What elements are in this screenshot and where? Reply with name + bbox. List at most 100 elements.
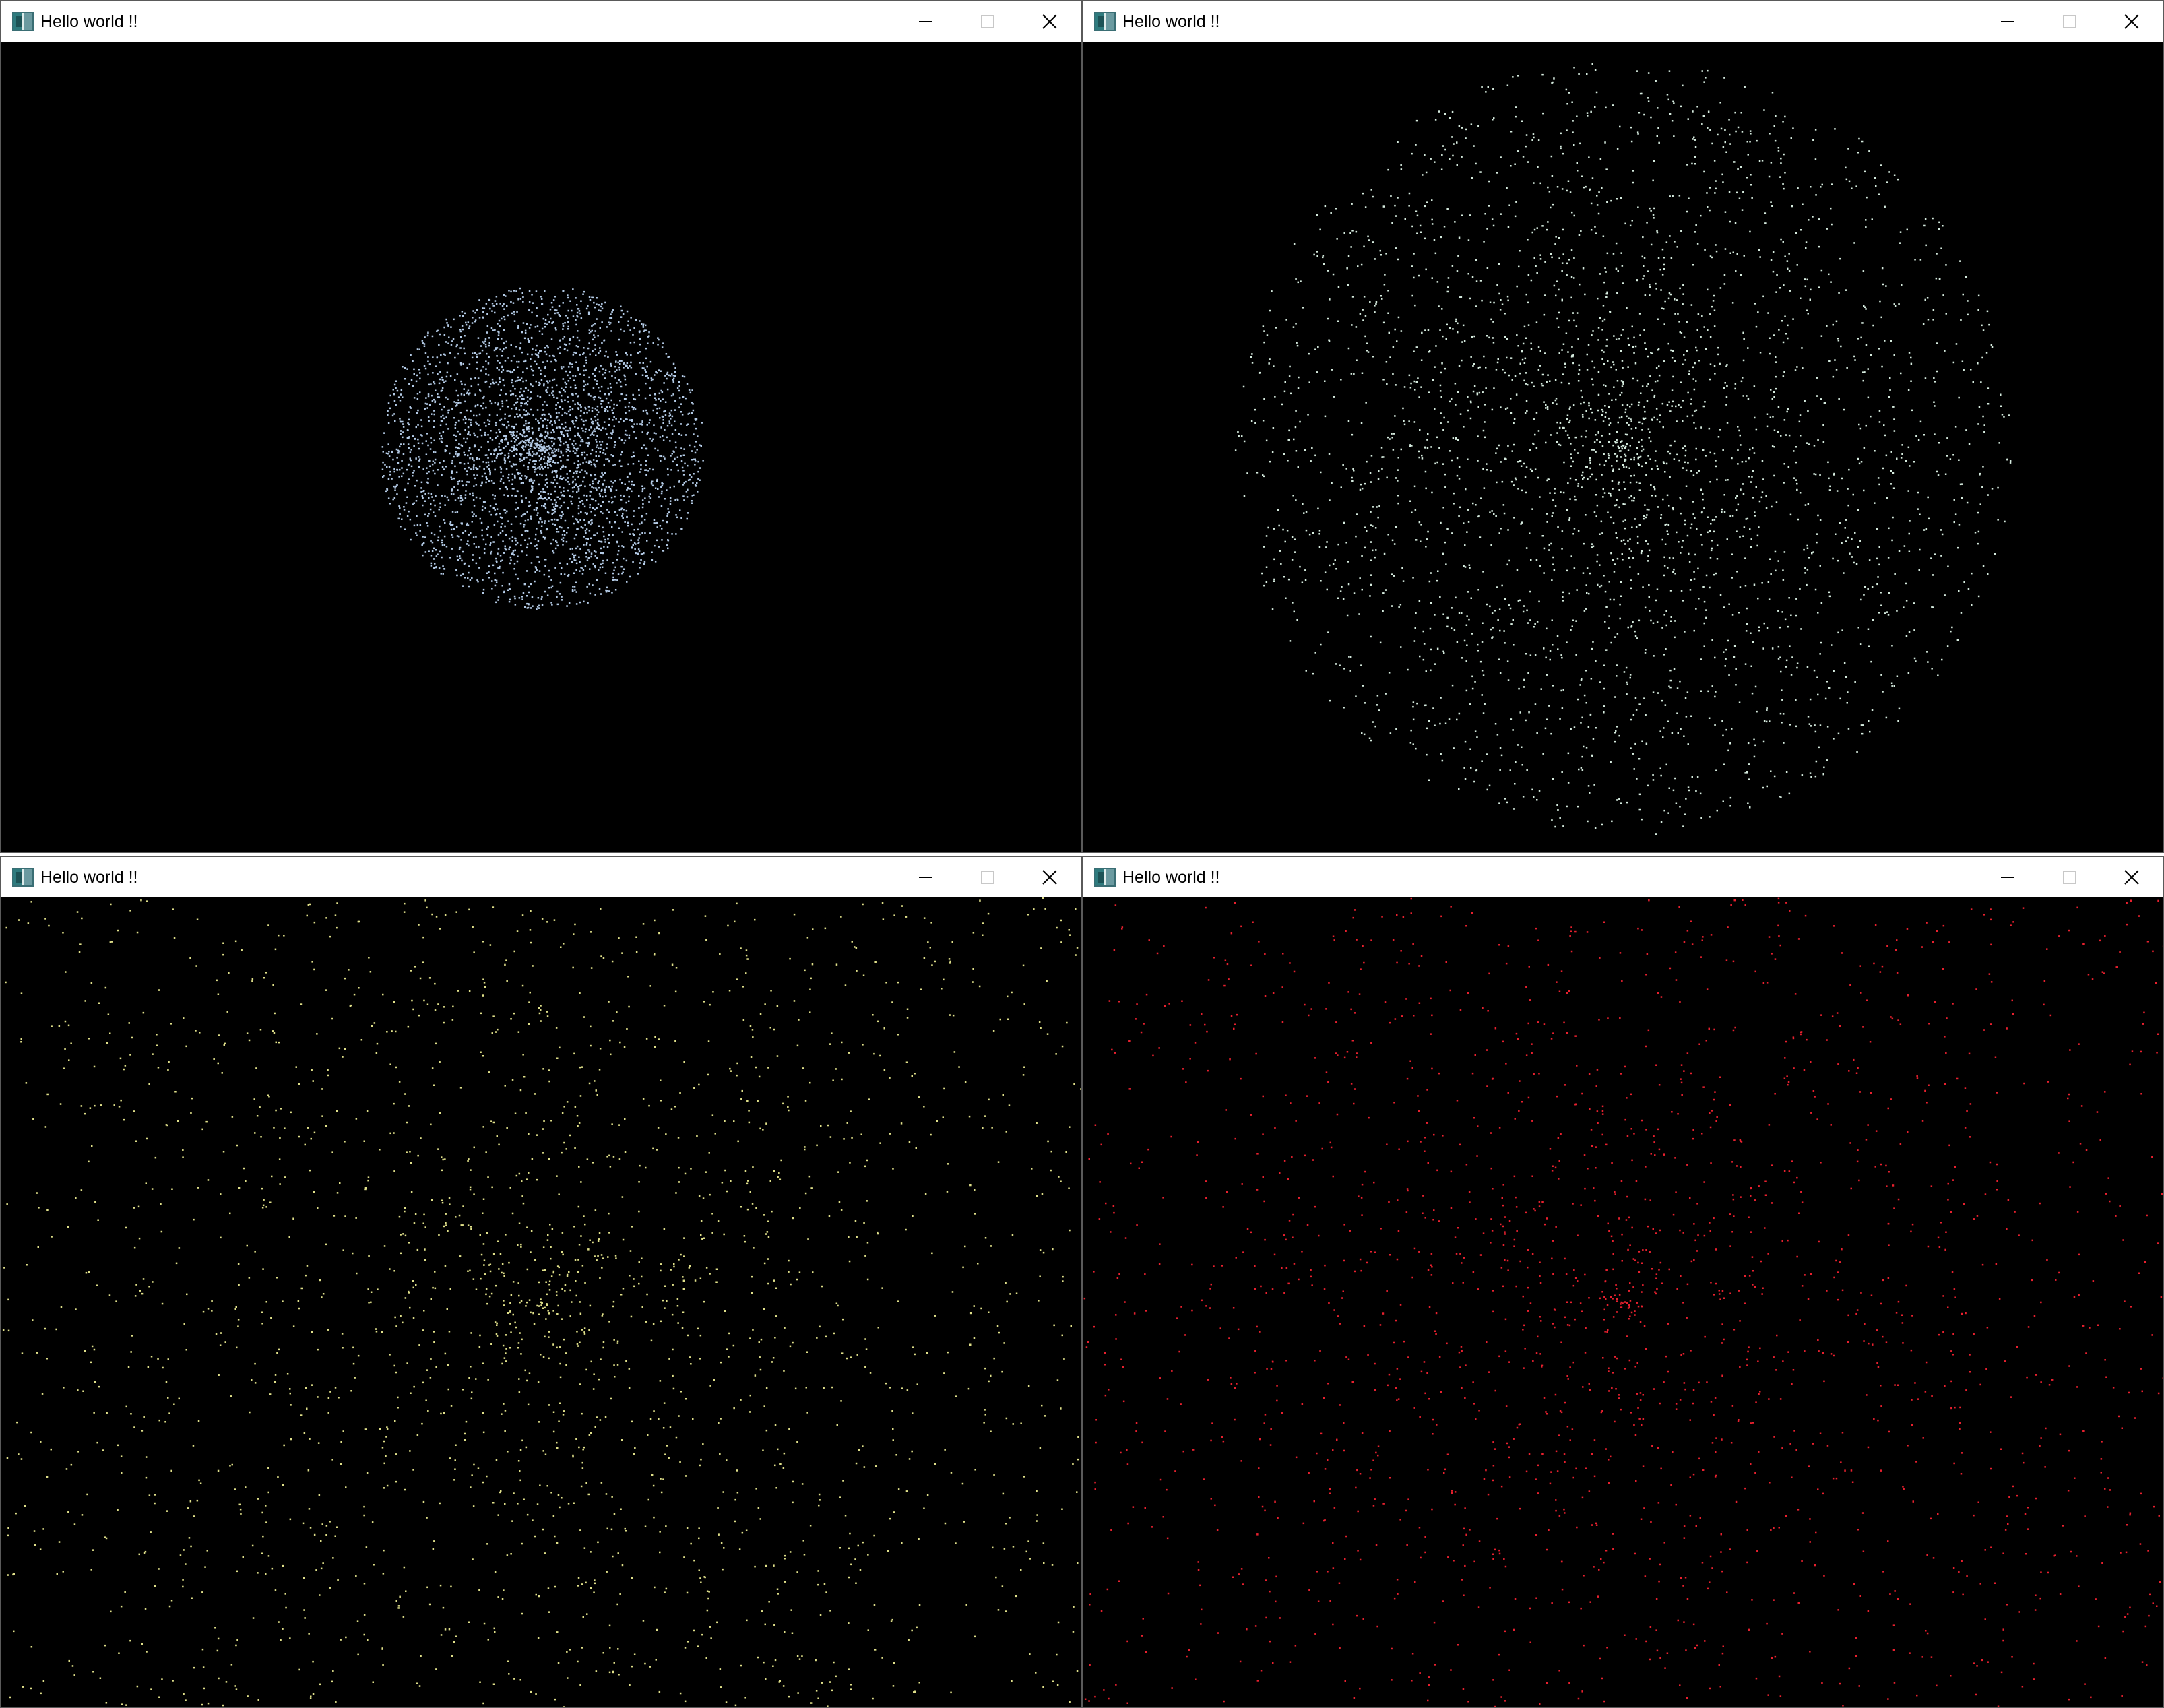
particle (587, 549, 590, 551)
window-1-titlebar[interactable]: Hello world !! (1, 1, 1081, 42)
particle (604, 301, 606, 304)
particle (666, 544, 668, 546)
particle (542, 498, 544, 500)
particle (630, 539, 632, 542)
particle (603, 464, 605, 466)
particle (1498, 532, 1500, 534)
particle (556, 519, 559, 521)
particle (627, 487, 629, 490)
window-2[interactable]: Hello world !! (1082, 0, 2164, 853)
particle (1638, 456, 1641, 458)
particle (623, 367, 625, 369)
particle (496, 561, 498, 563)
particle (421, 543, 424, 545)
particle (576, 455, 579, 457)
particle (512, 552, 514, 555)
particle (596, 303, 598, 305)
particle (618, 437, 621, 439)
particle (1795, 232, 1797, 234)
particle (579, 312, 581, 315)
particle (1237, 431, 1239, 433)
particle (1778, 329, 1780, 331)
particle (1467, 239, 1470, 241)
particle (1347, 284, 1349, 286)
particle (1682, 293, 1684, 295)
particle (571, 363, 573, 365)
close-button[interactable] (1019, 1, 1081, 42)
window-1[interactable]: Hello world !! (0, 0, 1082, 853)
particle (499, 488, 501, 490)
particle (561, 414, 563, 416)
particle (526, 353, 529, 356)
render-canvas[interactable] (1, 42, 1081, 852)
particle (618, 360, 621, 362)
particle (1711, 540, 1713, 542)
particle (1860, 724, 1863, 726)
particle (1637, 463, 1640, 465)
particle (1435, 345, 1437, 347)
particle (1420, 540, 1422, 542)
particle (499, 532, 502, 534)
particle (1636, 453, 1638, 455)
particle (1415, 539, 1418, 541)
particle (1418, 396, 1420, 398)
particle (1596, 554, 1599, 556)
particle (526, 413, 528, 416)
particle (464, 352, 466, 355)
particle (601, 441, 604, 443)
particle (626, 365, 628, 367)
particle (477, 383, 480, 386)
particle (1622, 503, 1624, 505)
maximize-button[interactable] (957, 1, 1019, 42)
particle (644, 369, 646, 371)
particle (692, 482, 694, 484)
particle (594, 419, 597, 422)
render-canvas[interactable] (1083, 42, 2163, 852)
particle (1977, 294, 1980, 297)
particle (630, 361, 632, 364)
particle (1729, 133, 1731, 136)
minimize-button[interactable] (895, 1, 957, 42)
particle (587, 305, 589, 307)
particle (1602, 410, 1604, 413)
particle (604, 488, 606, 491)
particle (486, 454, 488, 456)
particle (1482, 674, 1485, 676)
particle (1427, 329, 1430, 331)
particle (427, 478, 429, 480)
particle (509, 546, 511, 548)
particle (425, 453, 428, 455)
close-button[interactable] (2101, 1, 2163, 42)
particle (464, 497, 467, 499)
particle (606, 517, 608, 520)
particle (529, 445, 532, 447)
particle (651, 440, 653, 442)
particle (528, 452, 530, 455)
particle (1475, 162, 1477, 165)
particle (442, 573, 444, 575)
particle (1562, 600, 1564, 602)
particle (1622, 539, 1625, 541)
particle (1594, 69, 1597, 71)
particle (598, 309, 600, 311)
particle (438, 567, 441, 569)
minimize-button[interactable] (1977, 1, 2039, 42)
particle (503, 591, 505, 594)
particle (664, 375, 666, 377)
particle (671, 533, 673, 535)
particle (562, 325, 565, 327)
particle (612, 572, 614, 575)
particle (1962, 293, 1964, 296)
particle (613, 403, 615, 406)
particle (1952, 361, 1955, 364)
particle (670, 418, 672, 420)
maximize-button[interactable] (2039, 1, 2101, 42)
particle (504, 417, 506, 420)
particle (1585, 608, 1587, 610)
particle (1766, 709, 1768, 711)
particle (622, 517, 624, 519)
particle (432, 356, 434, 358)
window-2-titlebar[interactable]: Hello world !! (1083, 1, 2163, 42)
particle (555, 501, 557, 504)
particle (1709, 313, 1711, 315)
